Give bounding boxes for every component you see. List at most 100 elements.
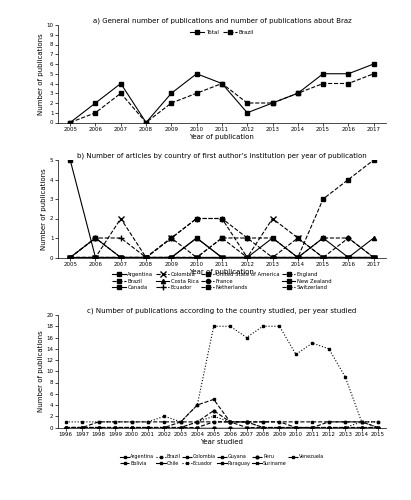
Colombia [346, 254, 351, 260]
Argentina [245, 254, 250, 260]
Suriname [228, 424, 233, 430]
United State of America [169, 254, 174, 260]
France [245, 254, 250, 260]
Suriname [80, 424, 85, 430]
Paraguay [80, 424, 85, 430]
Ecuador [270, 254, 275, 260]
Guyana [228, 424, 233, 430]
Ecuador [195, 419, 200, 425]
Total [270, 100, 275, 106]
New Zealand [143, 254, 148, 260]
Argentina [346, 254, 351, 260]
Peru [293, 424, 298, 430]
Line: Guyana: Guyana [65, 426, 379, 429]
Ecuador [145, 424, 150, 430]
Costa Rica [68, 254, 73, 260]
Brazil [162, 413, 167, 419]
Brazil [93, 235, 98, 241]
Switzerland [169, 254, 174, 260]
Colombia [376, 424, 381, 430]
Bolivia [261, 419, 266, 425]
Guyana [162, 424, 167, 430]
Costa Rica [346, 254, 351, 260]
Guyana [80, 424, 85, 430]
New Zealand [219, 254, 224, 260]
Paraguay [113, 424, 118, 430]
Chile [113, 424, 118, 430]
Ecuador [113, 424, 118, 430]
New Zealand [118, 254, 123, 260]
Y-axis label: Number of publications: Number of publications [37, 33, 44, 114]
Paraguay [261, 424, 266, 430]
Argentina [326, 424, 331, 430]
Suriname [129, 424, 134, 430]
Argentina [93, 254, 98, 260]
United State of America [219, 235, 224, 241]
Line: Colombia: Colombia [65, 398, 379, 429]
Brazil [195, 402, 200, 408]
Line: Paraguay: Paraguay [65, 426, 379, 429]
Brazil [96, 419, 101, 425]
Suriname [261, 424, 266, 430]
Line: Costa Rica: Costa Rica [68, 236, 376, 260]
Total [219, 80, 224, 86]
United State of America [118, 254, 123, 260]
Chile [145, 424, 150, 430]
Argentina [63, 424, 68, 430]
Title: c) Number of publications according to the country studied, per year studied: c) Number of publications according to t… [87, 307, 357, 314]
United State of America [270, 235, 275, 241]
Venezuela [178, 419, 183, 425]
Brazil [80, 419, 85, 425]
Line: United State of America: United State of America [68, 236, 376, 260]
Brazil [129, 419, 134, 425]
Line: Argentina: Argentina [65, 426, 379, 429]
Suriname [96, 424, 101, 430]
Peru [310, 424, 315, 430]
Colombia [93, 254, 98, 260]
Brazil [118, 90, 123, 96]
Netherlands [143, 254, 148, 260]
England [169, 254, 174, 260]
Line: Suriname: Suriname [65, 426, 379, 429]
Argentina [129, 424, 134, 430]
Chile [343, 424, 348, 430]
Ecuador [178, 424, 183, 430]
Chile [211, 424, 216, 430]
Argentina [162, 424, 167, 430]
Brazil [228, 323, 233, 329]
Canada [169, 254, 174, 260]
Brazil [118, 254, 123, 260]
Canada [346, 254, 351, 260]
Peru [326, 424, 331, 430]
Brazil [169, 235, 174, 241]
Colombia [321, 254, 326, 260]
Paraguay [293, 424, 298, 430]
United State of America [93, 254, 98, 260]
Netherlands [371, 254, 376, 260]
Argentina [195, 424, 200, 430]
Peru [96, 424, 101, 430]
Netherlands [118, 254, 123, 260]
Ecuador [293, 424, 298, 430]
Paraguay [244, 424, 249, 430]
Netherlands [270, 254, 275, 260]
Ecuador [96, 424, 101, 430]
Guyana [244, 424, 249, 430]
New Zealand [371, 254, 376, 260]
United State of America [245, 235, 250, 241]
Brazil [194, 216, 199, 222]
Canada [93, 235, 98, 241]
Switzerland [321, 254, 326, 260]
Argentina [244, 424, 249, 430]
Venezuela [195, 419, 200, 425]
Brazil [211, 323, 216, 329]
Venezuela [244, 419, 249, 425]
Ecuador [68, 254, 73, 260]
France [169, 254, 174, 260]
Brazil [376, 419, 381, 425]
Suriname [244, 424, 249, 430]
Brazil [169, 100, 174, 106]
Chile [376, 424, 381, 430]
Peru [244, 419, 249, 425]
England [321, 196, 326, 202]
